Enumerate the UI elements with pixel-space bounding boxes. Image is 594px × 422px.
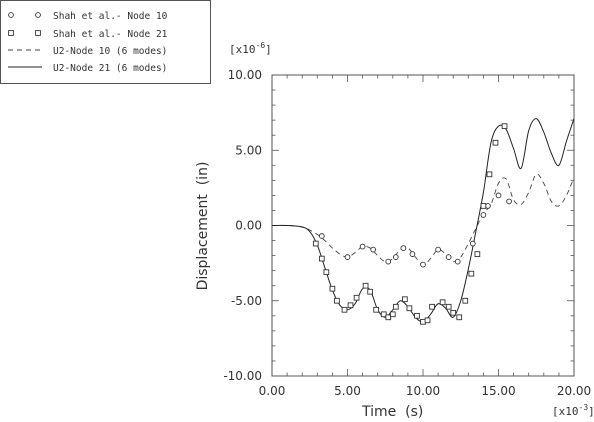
plot-frame (271, 74, 575, 377)
x-tick-label: 15.00 (481, 384, 515, 398)
x-axis-title: Time (s) (361, 404, 423, 420)
data-point-node10 (409, 251, 416, 257)
x-multiplier-base: [x10 (552, 405, 579, 418)
data-point-node21 (329, 285, 336, 292)
legend-label-node21-line: U2-Node 21 (6 modes) (53, 63, 167, 74)
data-point-node21 (380, 311, 387, 318)
ticks (271, 74, 575, 377)
series-markers (312, 123, 512, 325)
series-line-node21 (271, 118, 575, 323)
data-point-node10 (495, 192, 502, 199)
legend-label-node21-markers: Shah et al.- Node 21 (53, 29, 168, 40)
data-point-node10 (392, 254, 399, 260)
data-point-node21 (341, 306, 348, 313)
x-multiplier-close: ] (588, 405, 594, 418)
tick-labels: 0.00 5.00 10.00 15.00 20.00 -10.00 -5.00 0.00 5.… (223, 68, 591, 398)
x-tick-label: 20.00 (557, 384, 591, 398)
legend-circle-marker (35, 12, 41, 18)
x-tick-label: 0.00 (259, 384, 286, 398)
svg-text:[x10-3]: [x10-3] (552, 403, 594, 418)
data-point-node21 (392, 303, 399, 310)
data-point-node10 (469, 240, 476, 247)
data-point-node21 (353, 294, 360, 301)
data-point-node21 (367, 288, 374, 295)
series-lines (271, 118, 575, 323)
legend-square-marker (35, 30, 41, 36)
y-multiplier-base: [x10 (229, 43, 256, 56)
data-point-node21 (429, 303, 435, 310)
data-point-node21 (373, 306, 380, 313)
data-point-node21 (492, 139, 499, 146)
y-tick-label: 10.00 (228, 68, 262, 82)
data-point-node21 (480, 203, 487, 209)
data-point-node21 (456, 314, 463, 321)
data-point-node21 (312, 240, 319, 247)
data-point-node21 (462, 297, 469, 304)
data-point-node10 (435, 246, 441, 253)
data-point-node21 (424, 317, 431, 324)
data-point-node21 (406, 305, 413, 312)
data-point-node21 (323, 269, 330, 276)
legend-item-node21-line: U2-Node 21 (6 modes) (8, 63, 167, 74)
data-point-node21 (450, 309, 457, 316)
data-point-node21 (385, 314, 392, 321)
x-tick-label: 5.00 (334, 384, 361, 398)
data-point-node10 (506, 198, 512, 205)
data-point-node10 (385, 258, 392, 265)
series-line-node10 (271, 173, 575, 266)
legend-label-node10-line: U2-Node 10 (6 modes) (53, 46, 167, 57)
legend: Shah et al.- Node 10 Shah et al.- Node 2… (0, 0, 211, 84)
y-tick-label: 0.00 (235, 219, 262, 233)
y-tick-label: -10.00 (223, 369, 262, 383)
data-point-node10 (344, 254, 351, 260)
x-multiplier-exp: -3 (579, 403, 589, 412)
x-tick-label: 10.00 (406, 384, 440, 398)
data-point-node10 (445, 254, 452, 260)
y-multiplier-close: ] (265, 43, 272, 56)
data-point-node10 (485, 203, 491, 209)
legend-circle-marker (8, 12, 14, 18)
data-point-node21 (439, 299, 446, 306)
legend-item-node10-markers: Shah et al.- Node 10 (8, 11, 168, 22)
data-point-node21 (318, 255, 325, 262)
data-point-node10 (480, 212, 487, 218)
data-point-node10 (318, 233, 325, 239)
data-point-node21 (474, 251, 481, 257)
y-tick-label: 5.00 (235, 143, 262, 157)
y-tick-label: -5.00 (231, 294, 262, 308)
y-axis-multiplier: [x10-6] (229, 41, 272, 56)
data-point-node21 (414, 312, 420, 319)
data-point-node21 (420, 318, 426, 325)
data-point-node21 (389, 311, 396, 318)
data-point-node10 (454, 258, 461, 265)
y-axis-title: Displacement (in) (195, 162, 211, 291)
data-point-node21 (347, 302, 354, 309)
data-point-node10 (420, 261, 426, 268)
legend-label-node10-markers: Shah et al.- Node 10 (53, 11, 168, 22)
data-point-node21 (486, 171, 493, 178)
data-point-node10 (359, 243, 366, 250)
y-multiplier-exp: -6 (256, 41, 266, 50)
legend-square-marker (8, 30, 14, 36)
data-point-node21 (445, 303, 452, 310)
legend-item-node21-markers: Shah et al.- Node 21 (8, 29, 168, 40)
legend-item-node10-line: U2-Node 10 (6 modes) (8, 46, 167, 57)
x-axis-multiplier: [x10-3] (552, 403, 594, 418)
data-point-node21 (402, 296, 408, 303)
svg-text:[x10-6]: [x10-6] (229, 41, 272, 56)
data-point-node21 (501, 123, 508, 130)
data-point-node21 (468, 270, 475, 277)
data-point-node21 (362, 282, 369, 289)
data-point-node10 (400, 245, 407, 251)
data-point-node10 (370, 246, 377, 253)
data-point-node21 (334, 297, 340, 304)
